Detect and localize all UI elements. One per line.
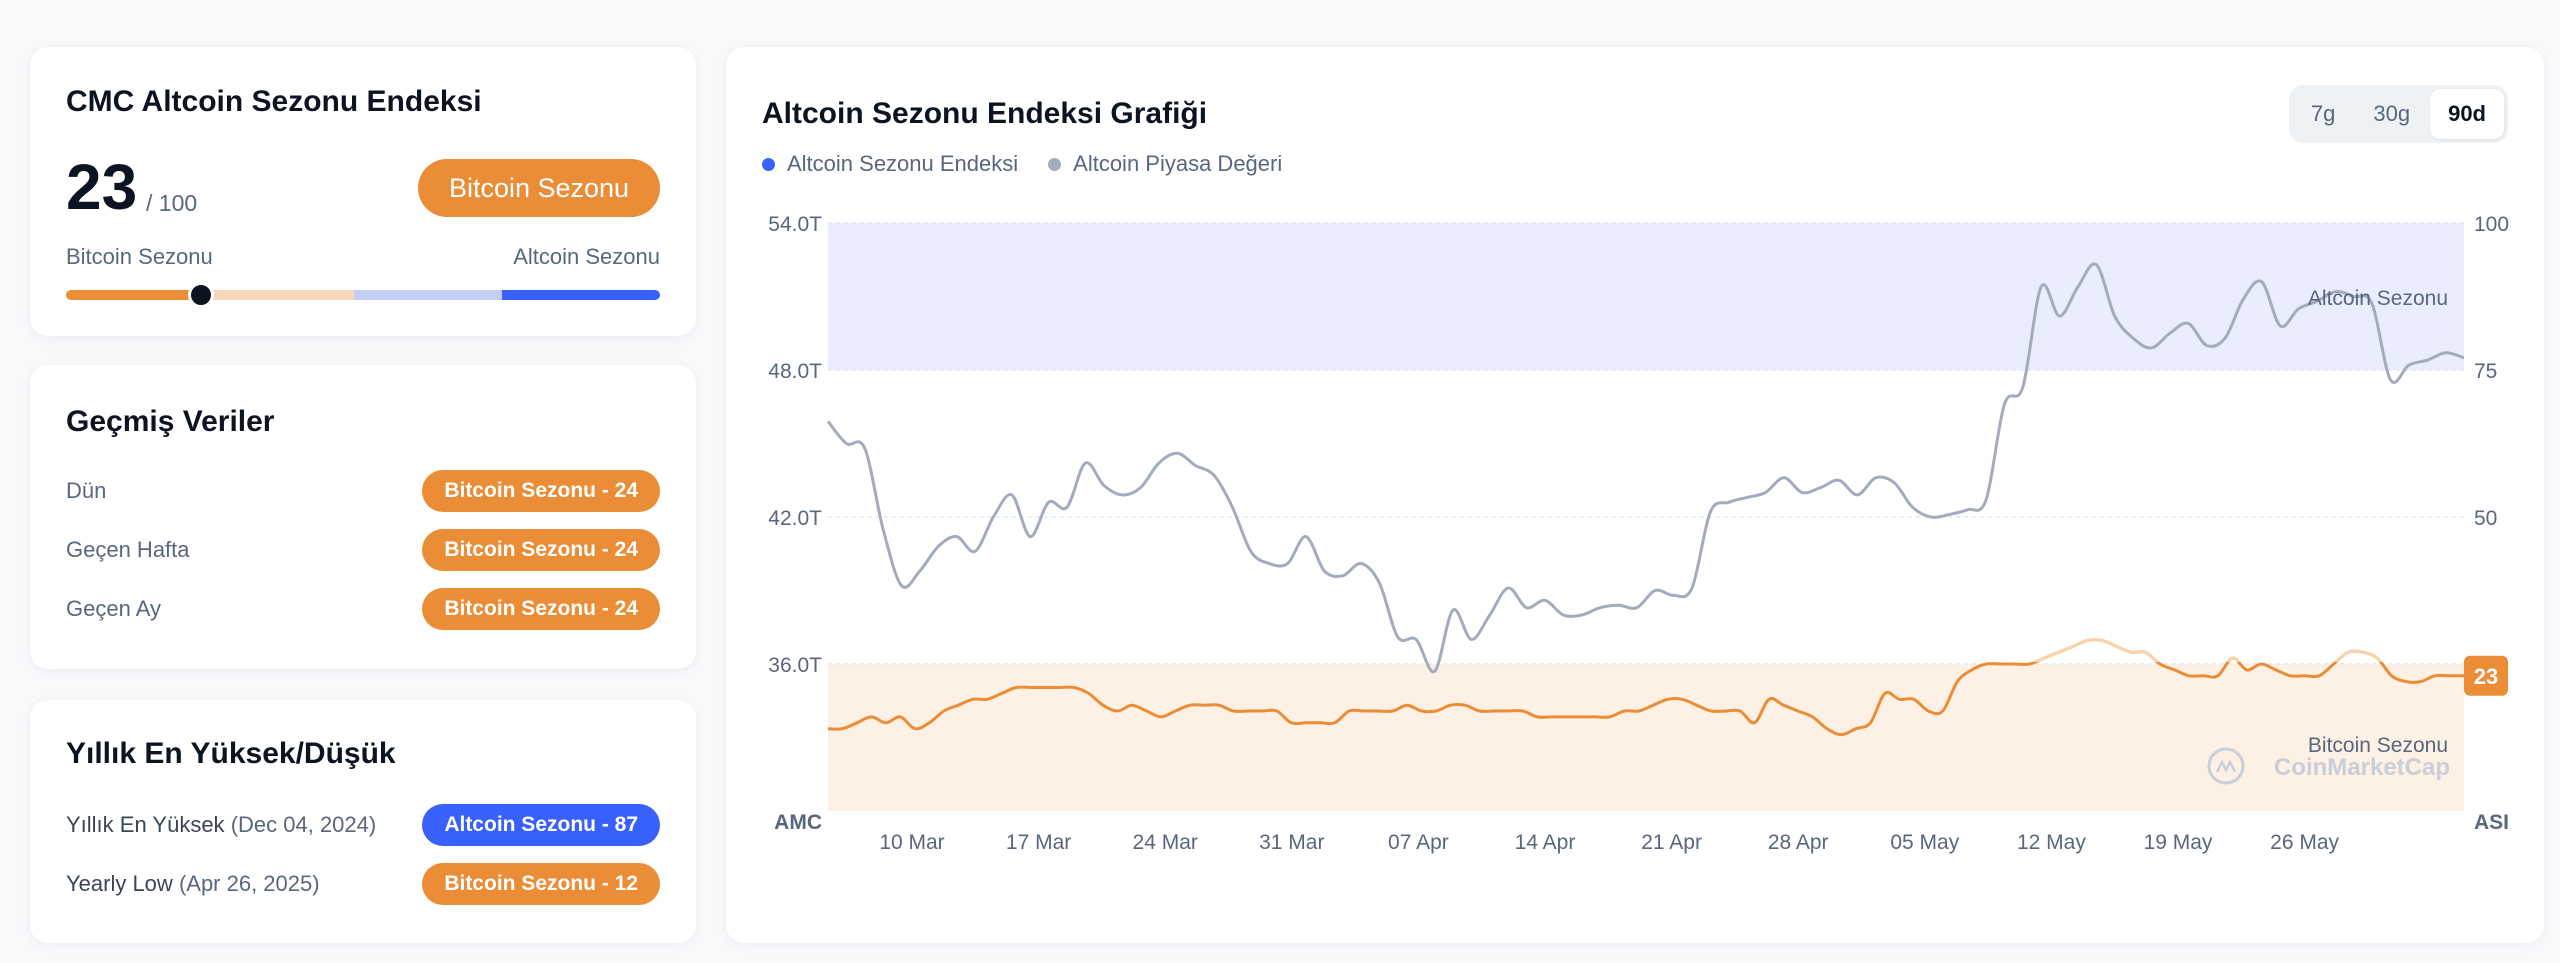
legend-label-index: Altcoin Sezonu Endeksi	[787, 151, 1019, 176]
left-axis-tick-label: 48.0T	[768, 360, 822, 383]
yearly-high-row: Yıllık En Yüksek (Dec 04, 2024)	[66, 812, 376, 838]
altcoin-season-zone	[828, 223, 2464, 370]
left-axis-tick-label: 54.0T	[768, 213, 822, 236]
history-row-badge: Bitcoin Sezonu - 24	[422, 588, 660, 630]
coinmarketcap-logo-icon	[2207, 747, 2245, 785]
scale-right-label: Altcoin Sezonu	[513, 244, 660, 269]
bitcoin-season-zone	[828, 664, 2464, 811]
scale-segment-bitcoin	[66, 290, 206, 300]
index-score-max: / 100	[146, 190, 198, 216]
scale-left-label: Bitcoin Sezonu	[66, 244, 213, 269]
yearly-card-title: Yıllık En Yüksek/Düşük	[66, 737, 396, 770]
right-axis-tick-label: 100	[2474, 213, 2509, 236]
x-axis-tick-label: 28 Apr	[1768, 831, 1829, 854]
x-axis-tick-label: 19 May	[2144, 831, 2213, 854]
index-line	[827, 638, 2464, 737]
yearly-high-badge: Altcoin Sezonu - 87	[422, 804, 660, 846]
current-season-pill: Bitcoin Sezonu	[418, 159, 660, 217]
yearly-high-label: Yıllık En Yüksek	[66, 812, 225, 837]
chart-canvas[interactable]: 54.0T 48.0T 42.0T 36.0T 100 75 50 AMC ASI 10 Mar 1…	[726, 47, 2544, 943]
history-row-badge: Bitcoin Sezonu - 24	[422, 529, 660, 571]
legend-item-marketcap[interactable]: Altcoin Piyasa Değeri	[1048, 151, 1282, 177]
history-row-badge: Bitcoin Sezonu - 24	[422, 470, 660, 512]
timeframe-selector: 7g 30g 90d	[2288, 85, 2508, 143]
x-axis-tick-label: 07 Apr	[1388, 831, 1449, 854]
timeframe-30d-button[interactable]: 30g	[2373, 101, 2411, 126]
scale-segment-light-blue	[354, 290, 502, 300]
timeframe-7d-button[interactable]: 7g	[2310, 101, 2336, 126]
timeframe-90d-button[interactable]: 90d	[2430, 89, 2504, 139]
yearly-low-row: Yearly Low (Apr 26, 2025)	[66, 871, 320, 897]
left-axis-tick-label: 36.0T	[768, 654, 822, 677]
legend-item-index[interactable]: Altcoin Sezonu Endeksi	[762, 151, 1018, 177]
scale-segment-altcoin	[502, 290, 660, 300]
yearly-low-badge: Bitcoin Sezonu - 12	[422, 863, 660, 905]
chart-legend: Altcoin Sezonu Endeksi Altcoin Piyasa De…	[762, 151, 1282, 177]
yearly-high-low-card: Yıllık En Yüksek/Düşük Yıllık En Yüksek …	[30, 700, 696, 943]
x-axis-tick-label: 12 May	[2017, 831, 2086, 854]
history-row-label: Geçen Hafta	[66, 537, 190, 562]
history-card-title: Geçmiş Veriler	[66, 405, 275, 438]
index-card-title: CMC Altcoin Sezonu Endeksi	[66, 85, 482, 118]
scale-segment-light-orange	[206, 290, 354, 300]
yearly-low-label: Yearly Low	[66, 871, 173, 896]
scale-indicator	[188, 282, 214, 308]
right-axis-tick-label: 75	[2474, 360, 2497, 383]
left-axis-title: AMC	[774, 811, 822, 834]
altcoin-zone-label: Altcoin Sezonu	[2308, 287, 2448, 310]
altcoin-index-card: CMC Altcoin Sezonu Endeksi 23 / 100 Bitc…	[30, 47, 696, 336]
legend-dot-gray	[1048, 157, 1062, 171]
chart-title: Altcoin Sezonu Endeksi Grafiği	[762, 97, 1208, 130]
current-value-label: 23	[2474, 664, 2498, 689]
x-axis-tick-label: 14 Apr	[1515, 831, 1576, 854]
history-row-label: Dün	[66, 478, 107, 503]
x-axis-tick-label: 26 May	[2270, 831, 2339, 854]
x-axis-tick-label: 24 Mar	[1133, 831, 1198, 854]
history-card: Geçmiş Veriler Dün Bitcoin Sezonu - 24 G…	[30, 365, 696, 669]
coinmarketcap-watermark: CoinMarketCap	[2207, 747, 2450, 785]
right-axis-tick-label: 50	[2474, 507, 2497, 530]
coinmarketcap-logo-mark	[2215, 759, 2237, 773]
yearly-low-date: (Apr 26, 2025)	[178, 871, 320, 896]
x-axis-tick-label: 31 Mar	[1259, 831, 1324, 854]
x-axis-tick-label: 05 May	[1890, 831, 1959, 854]
yearly-high-date: (Dec 04, 2024)	[230, 812, 377, 837]
history-row-label: Geçen Ay	[66, 596, 161, 621]
watermark-text: CoinMarketCap	[2274, 754, 2450, 781]
right-axis-title: ASI	[2474, 811, 2509, 834]
x-axis-tick-label: 10 Mar	[879, 831, 944, 854]
legend-dot-blue	[762, 157, 775, 171]
bitcoin-zone-label: Bitcoin Sezonu	[2308, 734, 2448, 757]
chart-card: Altcoin Sezonu Endeksi Grafiği 7g 30g 90…	[726, 47, 2544, 943]
index-score: 23	[66, 151, 138, 223]
x-axis-tick-label: 21 Apr	[1641, 831, 1702, 854]
legend-label-marketcap: Altcoin Piyasa Değeri	[1073, 151, 1283, 176]
x-axis-tick-label: 17 Mar	[1006, 831, 1071, 854]
current-value-badge	[2464, 655, 2508, 696]
left-axis-tick-label: 42.0T	[768, 507, 822, 530]
marketcap-line	[826, 262, 2465, 674]
